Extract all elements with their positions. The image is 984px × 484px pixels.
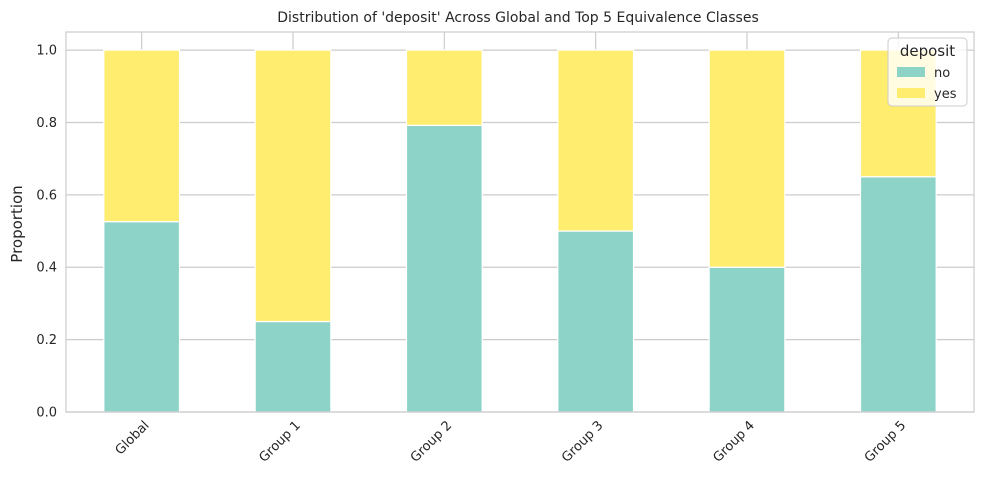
x-tick-label: Group 4 — [710, 418, 757, 465]
bar-group-2-no — [405, 124, 483, 413]
x-tick-label: Global — [113, 418, 153, 458]
x-axis-ticks: Global Group 1 Group 2 Group 3 Group 4 Group … — [113, 418, 910, 465]
x-tick-label: Group 1 — [256, 418, 303, 465]
bars — [103, 49, 937, 413]
y-tick-label: 0.8 — [36, 116, 57, 131]
bar-group-1-no — [254, 320, 332, 413]
bar-group-4-no — [708, 266, 786, 413]
bar-group-5-no — [859, 176, 937, 413]
y-tick-label: 0.4 — [36, 261, 57, 276]
y-tick-label: 0.6 — [36, 188, 57, 203]
plot-frame — [65, 31, 975, 413]
legend: deposit no yes — [887, 37, 968, 107]
grid-lines — [66, 32, 974, 413]
x-tick-label: Group 2 — [408, 418, 455, 465]
legend-swatch-no — [897, 67, 925, 77]
bar-group-1-yes — [254, 49, 332, 323]
bar-group-4-yes — [708, 49, 786, 268]
y-tick-label: 1.0 — [36, 44, 57, 59]
bar-group-3-no — [557, 230, 635, 413]
y-tick-label: 0.2 — [36, 333, 57, 348]
legend-title: deposit — [900, 42, 955, 60]
y-tick-label: 0.0 — [36, 406, 57, 421]
y-axis-ticks: 0.0 0.2 0.4 0.6 0.8 1.0 — [36, 44, 57, 421]
x-tick-label: Group 3 — [559, 418, 606, 465]
bar-global-no — [103, 221, 181, 413]
bar-global-yes — [103, 49, 181, 223]
legend-label-no: no — [934, 66, 950, 81]
y-axis-label: Proportion — [8, 185, 26, 262]
chart-title: Distribution of 'deposit' Across Global … — [277, 10, 759, 26]
bar-group-3-yes — [557, 49, 635, 232]
x-tick-label: Group 5 — [862, 418, 909, 465]
bar-group-2-yes — [405, 49, 483, 126]
legend-label-yes: yes — [934, 87, 957, 102]
legend-swatch-yes — [897, 88, 925, 98]
